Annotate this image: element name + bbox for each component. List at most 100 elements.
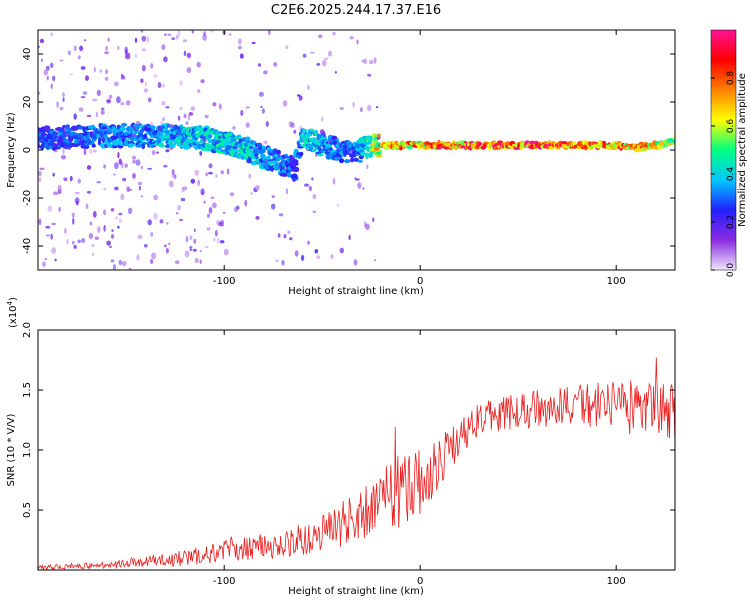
heatmap-cell: [373, 259, 377, 262]
heatmap-cell: [168, 242, 171, 245]
heatmap-cell: [161, 101, 166, 106]
heatmap-cell: [184, 250, 190, 258]
heatmap-cell: [45, 225, 51, 229]
heatmap-cell: [168, 180, 174, 188]
heatmap-cell: [105, 69, 108, 75]
heatmap-cell: [183, 113, 187, 119]
heatmap-cell: [40, 58, 43, 62]
heatmap-cell: [191, 30, 194, 34]
heatmap-cell: [225, 140, 232, 145]
heatmap-cell: [179, 80, 183, 86]
heatmap-cell: [113, 173, 116, 176]
heatmap-cell: [147, 219, 152, 226]
heatmap-cell: [127, 207, 133, 214]
heatmap-cell: [261, 145, 266, 149]
heatmap-cell: [330, 254, 334, 259]
heatmap-cell: [82, 91, 88, 95]
spectrogram-panel: -100 0 100 -40 -20 0 20 40 Height of straight …: [6, 29, 676, 297]
heatmap-cell: [350, 157, 355, 163]
heatmap-cell: [348, 234, 351, 241]
heatmap-cell: [139, 129, 145, 133]
heatmap-cell: [92, 211, 97, 218]
heatmap-cell: [120, 102, 125, 106]
heatmap-cell: [50, 83, 53, 90]
heatmap-cell: [67, 50, 71, 56]
heatmap-cell: [73, 45, 77, 52]
heatmap-cell: [134, 53, 138, 59]
heatmap-cell: [193, 228, 196, 233]
heatmap-cell: [138, 185, 141, 191]
colorbar-label: Normalized spectral amplitude: [737, 73, 748, 227]
heatmap-cell: [220, 170, 224, 175]
heatmap-cell: [122, 177, 127, 182]
heatmap-cell: [77, 55, 81, 60]
heatmap-cell: [123, 75, 126, 80]
heatmap-cell: [672, 139, 675, 143]
heatmap-cell: [189, 246, 193, 249]
heatmap-cell: [53, 191, 58, 196]
heatmap-cell: [74, 197, 80, 204]
heatmap-cell: [207, 146, 213, 152]
heatmap-cell: [281, 260, 285, 266]
heatmap-cell: [212, 237, 216, 242]
snr-multiplier-close: ): [8, 297, 19, 301]
heatmap-cell: [258, 143, 263, 148]
heatmap-cell: [309, 128, 315, 133]
heatmap-cell: [38, 218, 42, 226]
heatmap-cell: [96, 181, 102, 184]
heatmap-cell: [232, 126, 236, 130]
heatmap-cell: [121, 161, 124, 169]
heatmap-cell: [248, 173, 251, 179]
heatmap-cell: [104, 76, 109, 81]
heatmap-cell: [277, 233, 281, 238]
heatmap-cell: [268, 30, 271, 36]
heatmap-cell: [228, 33, 232, 36]
heatmap-cell: [101, 107, 105, 111]
heatmap-cell: [368, 60, 374, 65]
heatmap-cell: [352, 102, 355, 108]
heatmap-cell: [239, 53, 244, 59]
heatmap-cell: [215, 174, 218, 178]
heatmap-cell: [86, 114, 92, 118]
heatmap-cell: [299, 151, 304, 157]
heatmap-cell: [263, 140, 268, 145]
heatmap-cell: [204, 246, 209, 248]
heatmap-cell: [241, 156, 245, 160]
heatmap-cell: [80, 96, 86, 99]
heatmap-cell: [59, 59, 64, 62]
heatmap-cell: [293, 148, 299, 154]
spectrogram-x-tick-label: 0: [417, 276, 423, 287]
heatmap-cell: [169, 143, 177, 146]
heatmap-cell: [339, 247, 344, 254]
heatmap-cell: [199, 249, 202, 253]
spectrogram-y-tick-label: 20: [22, 96, 33, 109]
heatmap-cell: [110, 208, 115, 212]
heatmap-cell: [255, 216, 260, 220]
heatmap-cell: [159, 219, 164, 224]
heatmap-cell: [367, 73, 372, 77]
heatmap-cell: [360, 107, 363, 113]
heatmap-cell: [183, 50, 187, 57]
heatmap-cell: [203, 31, 207, 37]
heatmap-cell: [45, 65, 50, 71]
heatmap-cell: [81, 238, 86, 243]
heatmap-cell: [105, 45, 108, 51]
colorbar-gradient: [710, 29, 737, 271]
heatmap-cell: [308, 185, 312, 192]
heatmap-cell: [80, 66, 86, 70]
heatmap-cell: [120, 122, 128, 127]
heatmap-cell: [108, 94, 113, 100]
heatmap-cell: [344, 159, 351, 164]
heatmap-cell: [161, 83, 166, 88]
heatmap-cell: [144, 243, 148, 248]
heatmap-cell: [116, 96, 121, 104]
heatmap-cell: [258, 91, 264, 97]
heatmap-cell: [298, 95, 303, 101]
heatmap-cell: [117, 45, 120, 50]
heatmap-cell: [237, 38, 242, 45]
heatmap-cell: [171, 168, 175, 176]
heatmap-cell: [156, 151, 160, 154]
heatmap-cell: [197, 89, 201, 93]
heatmap-cell: [328, 50, 332, 57]
heatmap-cell: [200, 79, 205, 84]
